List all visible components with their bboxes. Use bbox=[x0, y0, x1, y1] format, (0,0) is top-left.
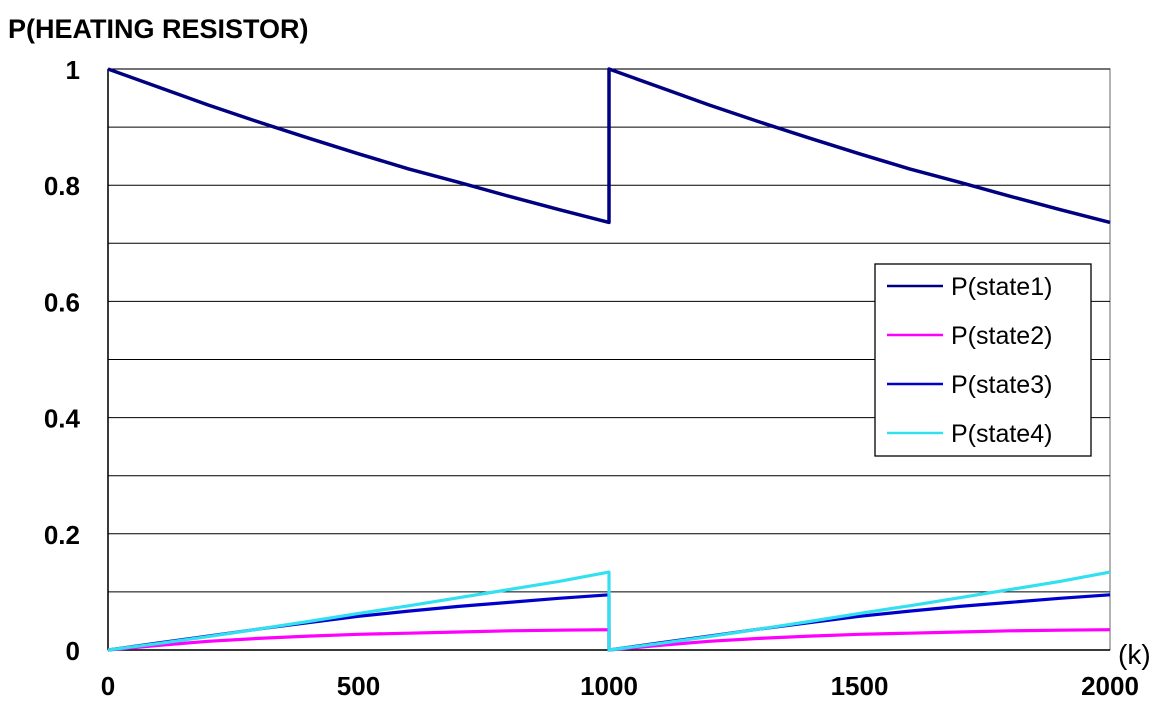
y-tick-label: 0.8 bbox=[44, 171, 80, 201]
x-axis-label: (k) bbox=[1118, 639, 1151, 670]
chart-title: P(HEATING RESISTOR) bbox=[8, 14, 309, 44]
y-tick-label: 1 bbox=[66, 55, 80, 85]
legend-label: P(state3) bbox=[951, 371, 1052, 399]
x-tick-label: 2000 bbox=[1081, 671, 1139, 701]
y-tick-label: 0.6 bbox=[44, 287, 80, 317]
series-layer bbox=[107, 67, 1111, 652]
legend-label: P(state2) bbox=[951, 322, 1052, 350]
legend-label: P(state1) bbox=[951, 273, 1052, 301]
legend: P(state1) P(state2) P(state3) P(state4) bbox=[874, 263, 1092, 457]
series-line-pstate1 bbox=[107, 67, 1111, 225]
y-tick-label: 0 bbox=[66, 636, 80, 666]
tick-labels: 0 0.2 0.4 0.6 0.8 1 0 500 1000 1500 2000 bbox=[44, 55, 1139, 701]
y-tick-label: 0.2 bbox=[44, 520, 80, 550]
legend-label: P(state4) bbox=[951, 420, 1052, 448]
x-tick-label: 500 bbox=[337, 671, 380, 701]
y-tick-label: 0.4 bbox=[44, 404, 81, 434]
legend-box bbox=[874, 263, 1092, 457]
x-tick-label: 1000 bbox=[580, 671, 638, 701]
x-tick-label: 1500 bbox=[831, 671, 889, 701]
series-line-pstate4 bbox=[107, 570, 1111, 652]
x-tick-label: 0 bbox=[101, 671, 115, 701]
